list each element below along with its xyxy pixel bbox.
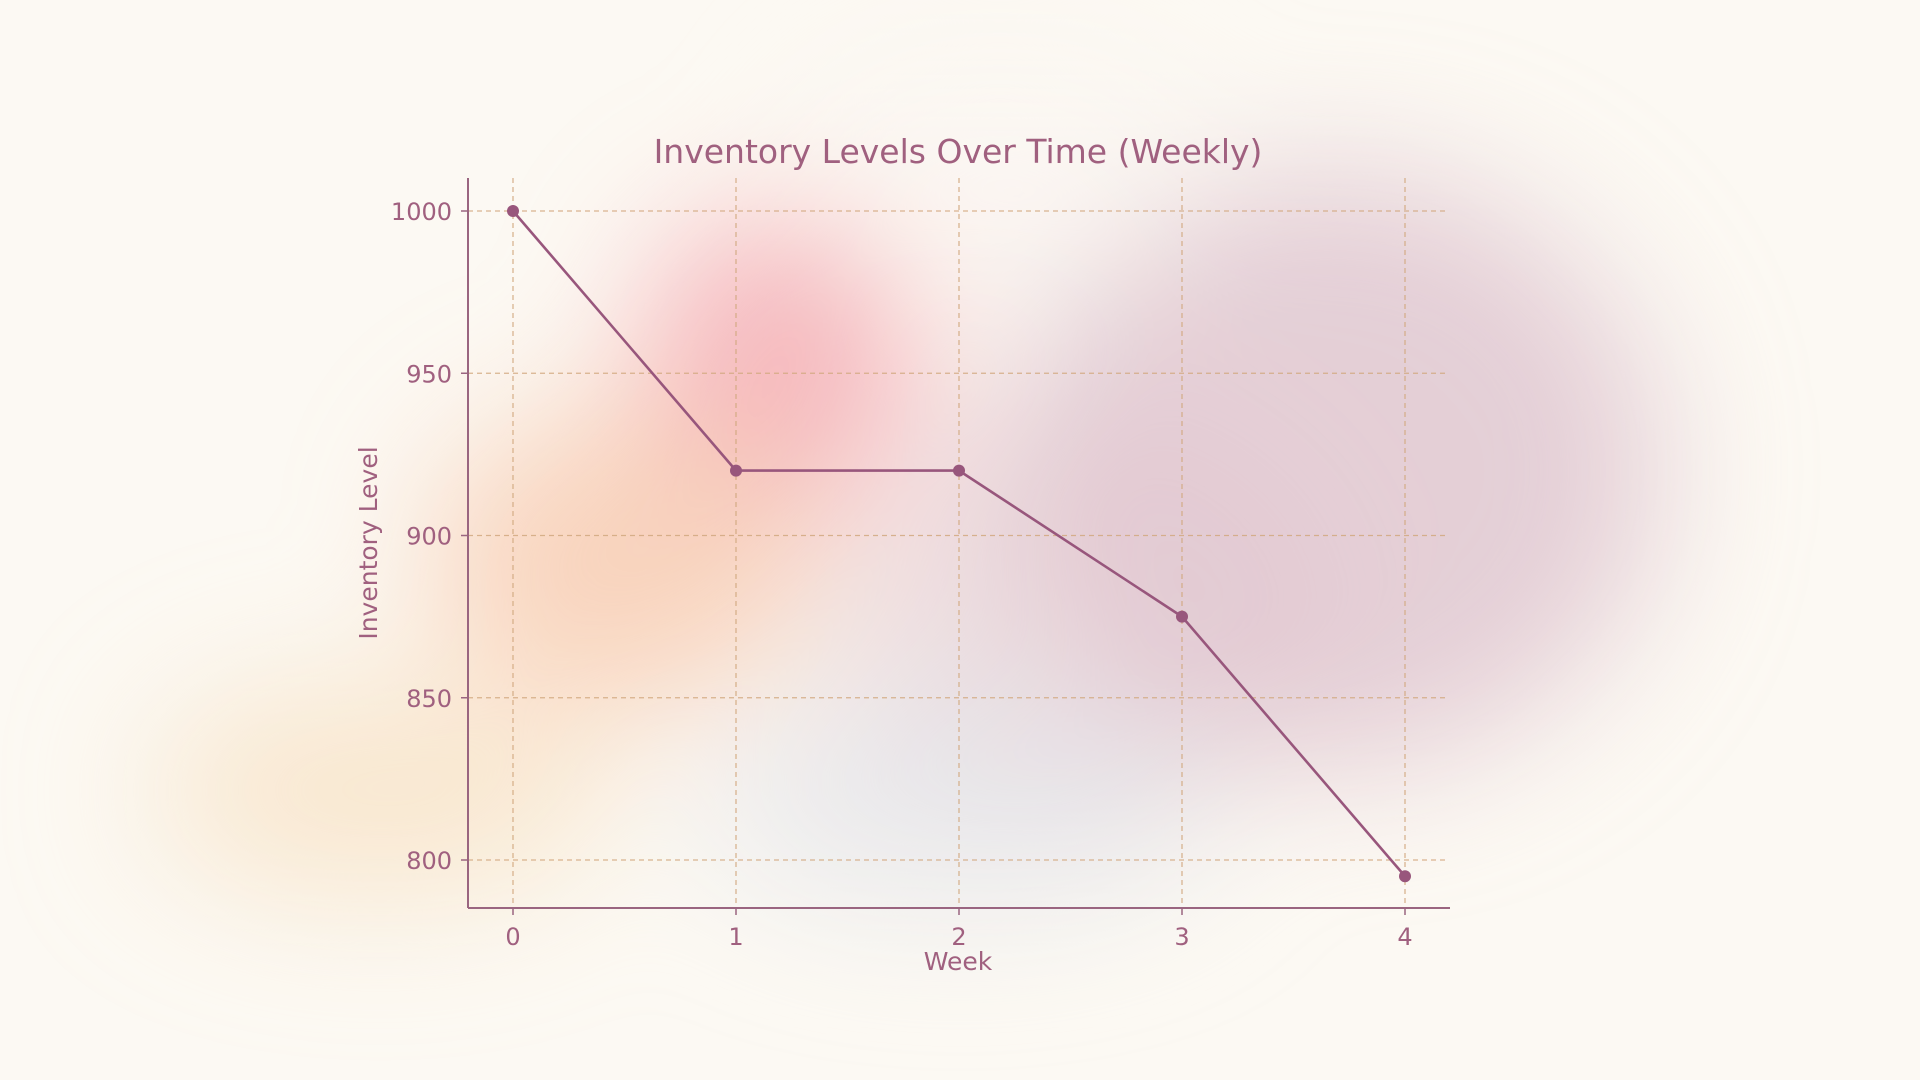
grid [468,178,1446,908]
x-tick-label: 2 [951,923,966,951]
data-point [1176,610,1188,623]
x-axis-label: Week [924,947,993,976]
y-ticks: 800 850 900 950 1000 [391,198,468,875]
data-point [953,464,965,477]
chart-title: Inventory Levels Over Time (Weekly) [654,132,1263,171]
y-tick-label: 850 [406,685,452,713]
y-axis-label: Inventory Level [354,446,383,639]
data-point [730,464,742,477]
x-tick-label: 4 [1397,923,1412,951]
y-tick-label: 900 [406,523,452,551]
x-ticks: 0 1 2 3 4 [505,908,1413,951]
data-point [507,205,519,217]
data-point [1399,870,1411,883]
x-tick-label: 0 [505,923,520,951]
x-tick-label: 1 [728,923,743,951]
y-tick-label: 950 [406,360,452,388]
y-tick-label: 1000 [391,198,452,226]
x-tick-label: 3 [1174,923,1189,951]
y-tick-label: 800 [406,847,452,875]
series-group [507,205,1411,883]
